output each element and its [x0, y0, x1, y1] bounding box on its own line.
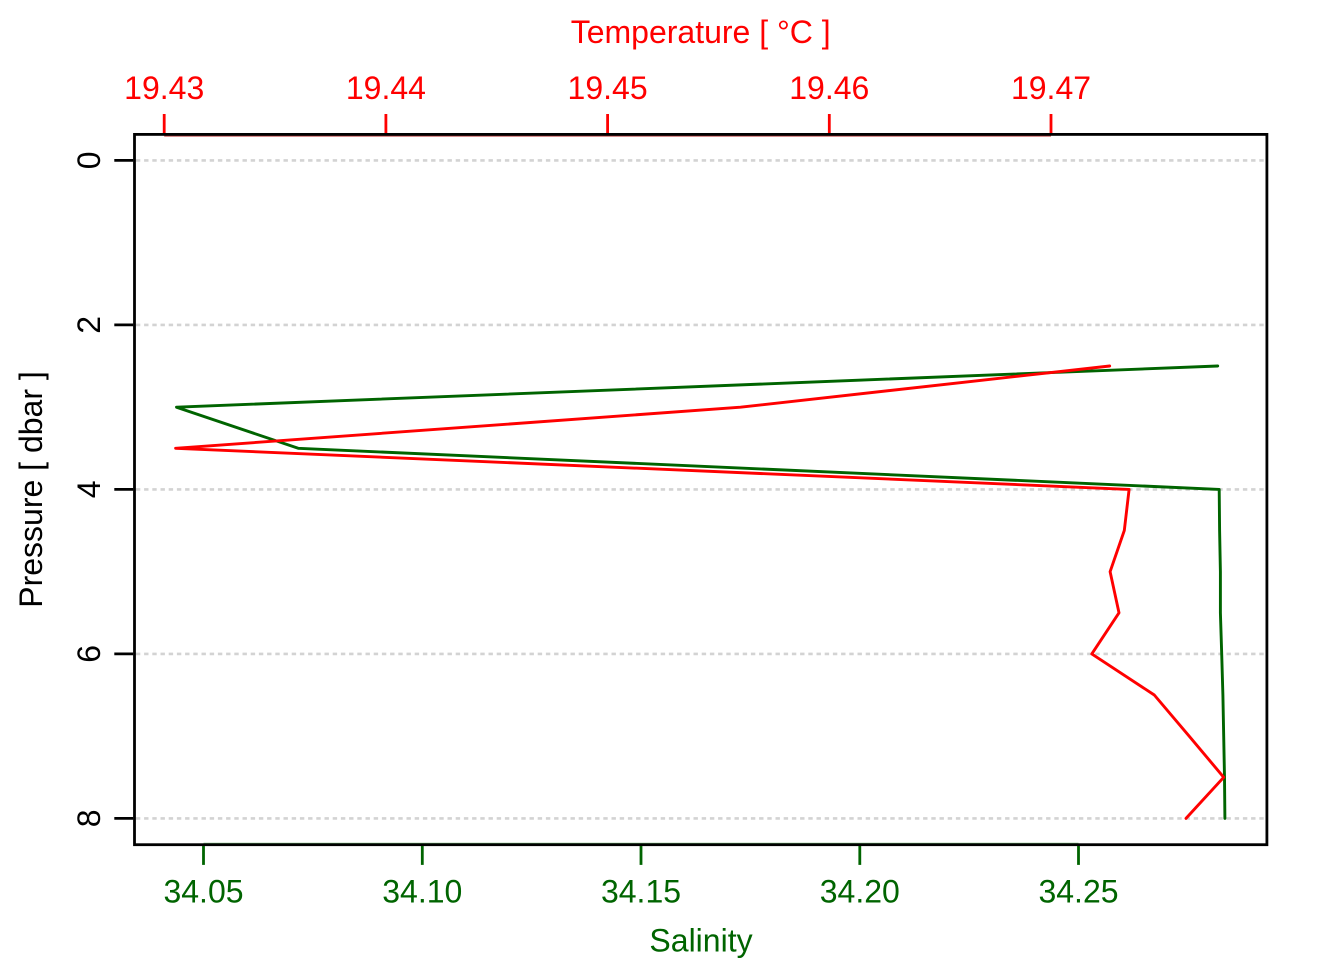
svg-text:34.10: 34.10	[382, 873, 462, 909]
svg-text:Pressure [ dbar ]: Pressure [ dbar ]	[13, 371, 49, 608]
svg-text:34.25: 34.25	[1038, 873, 1118, 909]
svg-text:6: 6	[71, 645, 107, 663]
svg-text:19.43: 19.43	[124, 70, 204, 106]
svg-text:34.15: 34.15	[601, 873, 681, 909]
svg-text:2: 2	[71, 316, 107, 334]
svg-text:19.44: 19.44	[346, 70, 426, 106]
svg-text:34.05: 34.05	[163, 873, 243, 909]
svg-text:19.45: 19.45	[568, 70, 648, 106]
svg-text:19.47: 19.47	[1011, 70, 1091, 106]
svg-text:4: 4	[71, 481, 107, 499]
svg-text:Temperature [ °C ]: Temperature [ °C ]	[571, 14, 831, 50]
svg-text:0: 0	[71, 152, 107, 170]
svg-text:Salinity: Salinity	[649, 923, 752, 959]
svg-text:8: 8	[71, 810, 107, 828]
svg-text:19.46: 19.46	[789, 70, 869, 106]
svg-text:34.20: 34.20	[820, 873, 900, 909]
